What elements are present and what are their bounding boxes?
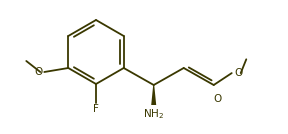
Text: F: F (93, 105, 99, 114)
Text: O: O (214, 94, 222, 104)
Text: O: O (235, 68, 243, 78)
Polygon shape (151, 85, 156, 105)
Text: NH$_2$: NH$_2$ (143, 107, 164, 121)
Text: O: O (34, 67, 42, 77)
